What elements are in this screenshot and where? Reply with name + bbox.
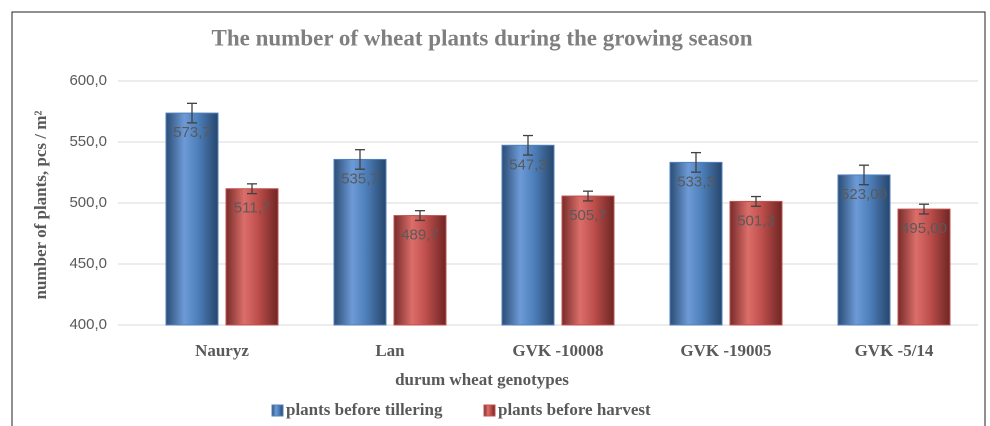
x-tick-label: GVK -19005 — [680, 341, 771, 360]
legend-label: plants before harvest — [498, 400, 651, 419]
value-label: 505,7 — [569, 207, 607, 224]
legend-swatch — [483, 404, 496, 417]
y-tick-label: 500,0 — [69, 194, 107, 211]
bar — [165, 112, 219, 326]
value-label: 573,7 — [173, 124, 211, 141]
bar — [225, 188, 279, 326]
legend-swatch — [271, 404, 284, 417]
value-label: 501,3 — [737, 212, 775, 229]
x-axis-label: durum wheat genotypes — [395, 370, 569, 389]
value-label: 535,7 — [341, 170, 379, 187]
frame — [11, 11, 986, 426]
y-tick-label: 450,0 — [69, 255, 107, 272]
value-label: 511,7 — [234, 200, 270, 217]
chart-title: The number of wheat plants during the gr… — [211, 25, 752, 50]
bar — [729, 200, 783, 326]
bar — [561, 195, 615, 326]
bar — [501, 144, 555, 326]
value-label: 547,3 — [509, 156, 547, 173]
y-tick-label: 400,0 — [69, 316, 107, 333]
bar — [393, 215, 447, 326]
value-label: 523,00 — [841, 186, 887, 203]
y-axis-label: number of plants, pcs / m² — [31, 111, 50, 300]
bar — [669, 161, 723, 326]
x-tick-label: GVK -10008 — [512, 341, 603, 360]
x-tick-label: Lan — [375, 341, 405, 360]
y-tick-label: 550,0 — [69, 133, 107, 150]
legend-label: plants before tillering — [286, 400, 443, 419]
value-label: 489,7 — [401, 227, 439, 244]
y-tick-label: 600,0 — [69, 72, 107, 89]
bar — [897, 208, 951, 326]
value-label: 533,3 — [677, 173, 715, 190]
value-label: 495,00 — [901, 220, 947, 237]
x-tick-label: GVK -5/14 — [855, 341, 934, 360]
x-tick-label: Nauryz — [195, 341, 249, 360]
